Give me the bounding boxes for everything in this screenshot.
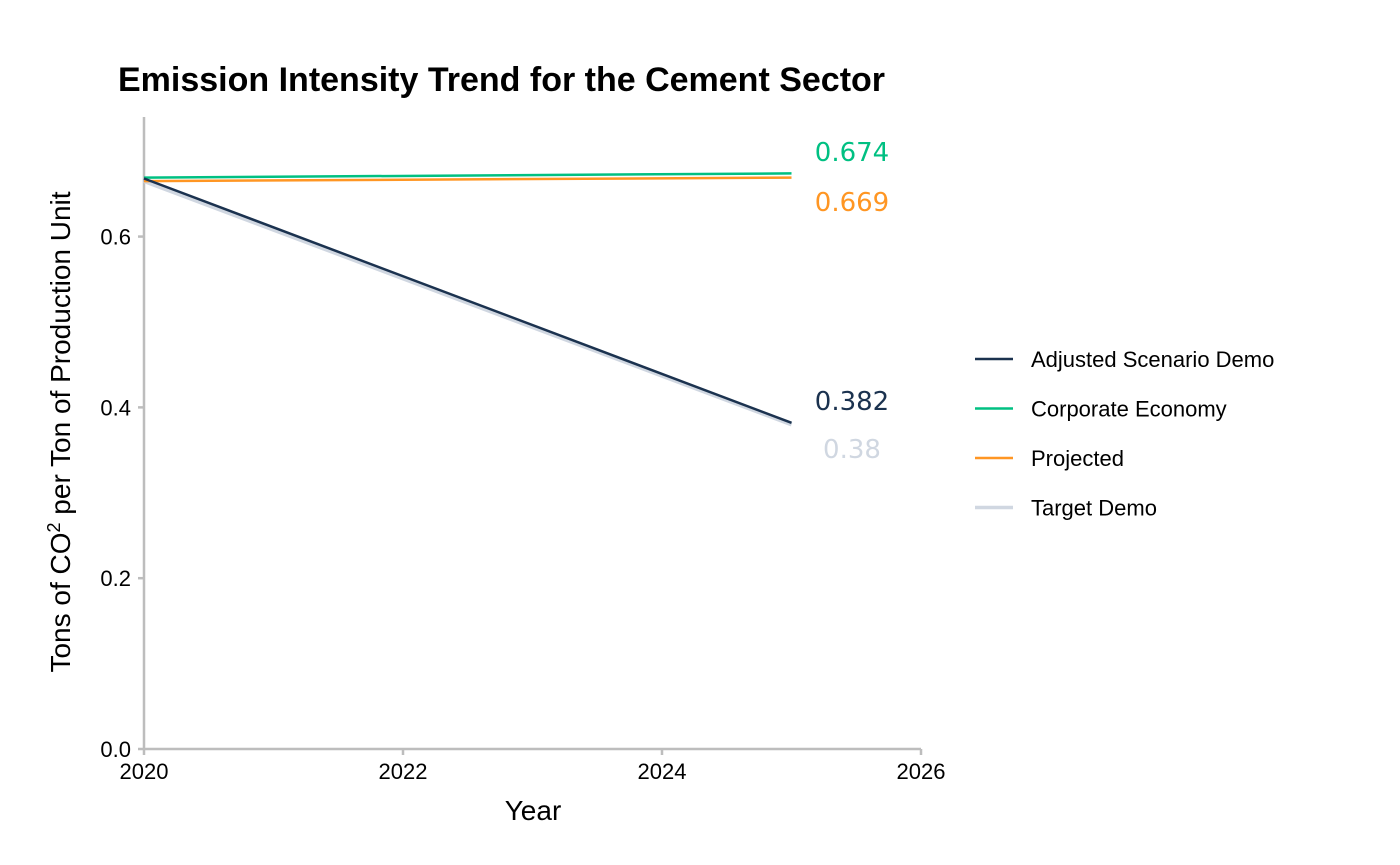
series-line xyxy=(143,172,792,179)
series-line xyxy=(143,176,792,183)
series-line xyxy=(143,179,793,427)
x-axis-title: Year xyxy=(505,795,562,826)
chart-title: Emission Intensity Trend for the Cement … xyxy=(118,61,885,99)
legend-label: Adjusted Scenario Demo xyxy=(1031,347,1274,372)
y-tick-label: 0.2 xyxy=(100,566,131,591)
series-lines xyxy=(143,172,793,427)
end-labels: 0.382 0.674 0.669 0.38 xyxy=(815,138,889,465)
x-tick-label: 2022 xyxy=(379,759,428,784)
legend-label: Corporate Economy xyxy=(1031,397,1227,422)
y-tick-label: 0.4 xyxy=(100,395,131,420)
x-tick-label: 2020 xyxy=(120,759,169,784)
end-value-label: 0.382 xyxy=(815,387,889,417)
legend-label: Projected xyxy=(1031,446,1124,471)
y-tick-label: 0.6 xyxy=(100,225,131,250)
end-value-label: 0.669 xyxy=(815,188,889,218)
axes: 0.0 0.2 0.4 0.6 2020 2022 2024 2026 xyxy=(100,117,945,784)
x-tick-label: 2026 xyxy=(897,759,946,784)
end-value-label: 0.674 xyxy=(815,138,889,168)
legend-label: Target Demo xyxy=(1031,496,1157,521)
x-tick-label: 2024 xyxy=(638,759,687,784)
y-axis-title: Tons of CO2 per Ton of Production Unit xyxy=(44,191,76,672)
legend: Adjusted Scenario Demo Corporate Economy P… xyxy=(975,347,1274,521)
y-tick-label: 0.0 xyxy=(100,737,131,762)
series-line xyxy=(143,177,792,424)
end-value-label: 0.38 xyxy=(823,435,881,465)
